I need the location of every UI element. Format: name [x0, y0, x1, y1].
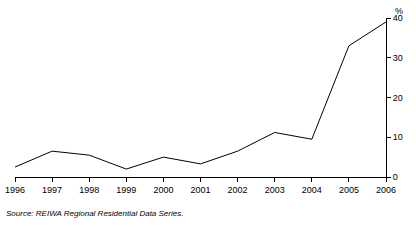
svg-text:1999: 1999	[116, 185, 136, 195]
svg-text:2004: 2004	[302, 185, 322, 195]
svg-text:2005: 2005	[339, 185, 359, 195]
svg-text:1996: 1996	[5, 185, 25, 195]
svg-text:2003: 2003	[265, 185, 285, 195]
svg-text:0: 0	[393, 172, 398, 182]
svg-text:2006: 2006	[376, 185, 396, 195]
svg-text:30: 30	[393, 53, 403, 63]
svg-text:20: 20	[393, 93, 403, 103]
svg-text:10: 10	[393, 132, 403, 142]
svg-text:Source: REIWA Regional Residen: Source: REIWA Regional Residential Data …	[6, 209, 183, 218]
svg-text:%: %	[395, 6, 403, 16]
svg-text:2002: 2002	[228, 185, 248, 195]
svg-text:2001: 2001	[190, 185, 210, 195]
svg-text:1998: 1998	[79, 185, 99, 195]
svg-text:2000: 2000	[153, 185, 173, 195]
svg-text:40: 40	[393, 13, 403, 23]
svg-text:1997: 1997	[42, 185, 62, 195]
